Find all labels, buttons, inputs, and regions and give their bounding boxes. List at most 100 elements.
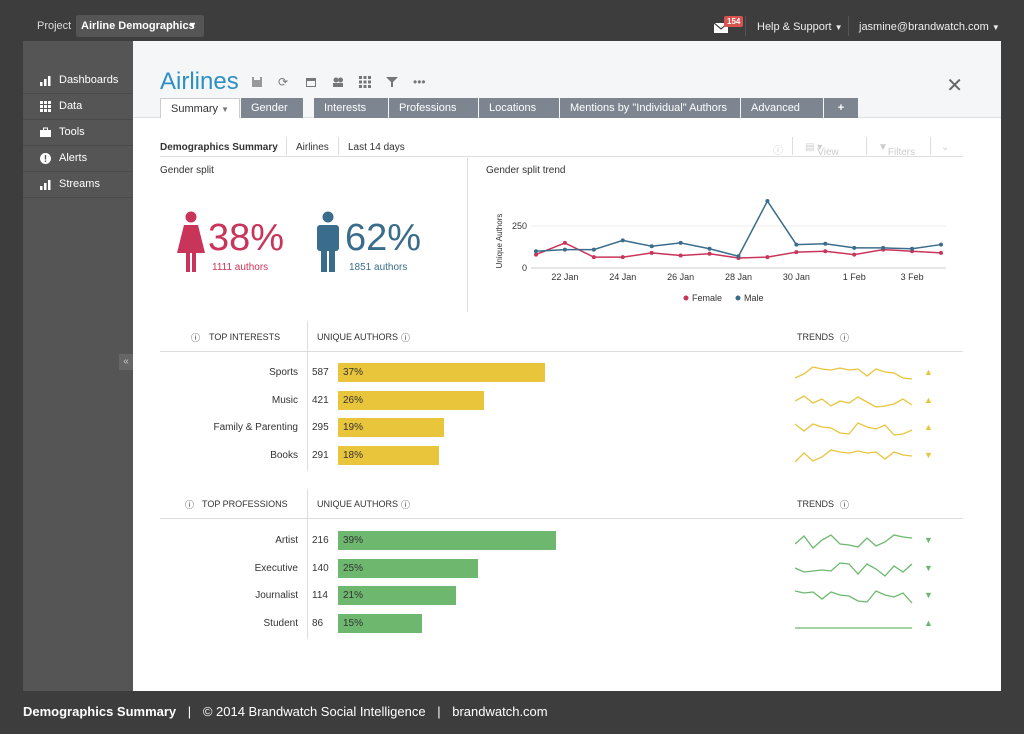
gender-trend-chart: 250 0 Unique Authors 22 Jan 24 Jan 26 Jan 28 J…: [495, 199, 946, 303]
row-bar[interactable]: 18%: [338, 445, 439, 465]
info-icon[interactable]: ⓘ: [185, 500, 195, 510]
data-point: [736, 254, 741, 259]
legend-label: Female: [692, 293, 722, 303]
row-count: 291: [312, 449, 329, 461]
save-icon[interactable]: [251, 76, 263, 88]
legend-marker: [683, 295, 689, 301]
component-title: Demographics Summary: [160, 142, 278, 153]
trend-sparkline: [795, 422, 913, 436]
row-label: Student: [263, 617, 298, 629]
data-point: [678, 240, 683, 245]
data-point: [823, 241, 828, 246]
bar-chart-icon: [40, 76, 51, 86]
info-icon[interactable]: ⓘ: [401, 500, 411, 510]
divider: [286, 137, 287, 155]
female-authors: 1111 authors: [212, 262, 269, 273]
collapse-sidebar-button[interactable]: «: [119, 354, 133, 370]
calendar-icon[interactable]: [305, 76, 317, 88]
help-menu[interactable]: Help & Support ▼: [757, 21, 843, 33]
x-tick-label: 30 Jan: [783, 272, 810, 282]
gender-split-title: Gender split: [160, 165, 214, 176]
tab-summary[interactable]: Summary ▼: [160, 98, 240, 118]
info-icon[interactable]: ⓘ: [840, 500, 850, 510]
refresh-icon[interactable]: ⟳: [277, 75, 289, 89]
male-icon: [317, 211, 339, 272]
row-bar[interactable]: 15%: [338, 613, 422, 633]
filters-menu[interactable]: ▼ Filters: [878, 142, 916, 158]
chevron-down-icon[interactable]: ⌄: [941, 142, 950, 153]
row-count: 587: [312, 367, 329, 378]
tab-locations[interactable]: Locations: [479, 98, 559, 118]
more-icon[interactable]: •••: [413, 75, 426, 89]
row-bar[interactable]: 19%: [338, 418, 444, 437]
project-selector[interactable]: Airline Demographics ▼: [76, 15, 204, 37]
divider: [792, 137, 793, 155]
data-point: [534, 252, 538, 257]
user-menu[interactable]: jasmine@brandwatch.com ▼: [859, 21, 1000, 33]
y-tick-label: 0: [522, 263, 527, 273]
streams-icon: [40, 180, 51, 190]
female-icon: [177, 211, 205, 272]
arrow-down-icon: ▼: [924, 449, 933, 460]
info-icon[interactable]: ⓘ: [773, 146, 783, 157]
chevron-down-icon: ▼: [991, 23, 1000, 32]
trend-sparkline: [795, 561, 913, 577]
chart-title: Gender split trend: [486, 165, 566, 176]
trend-sparkline: [795, 366, 913, 380]
row-percentage: 18%: [343, 449, 364, 461]
sidebar-item-dashboards[interactable]: Dashboards: [23, 68, 133, 94]
filter-icon[interactable]: [386, 76, 398, 88]
query-name[interactable]: Airlines: [296, 142, 329, 153]
trend-sparkline: [795, 534, 913, 549]
component-header: Demographics Summary Airlines Last 14 da…: [160, 137, 963, 158]
x-tick-label: 22 Jan: [551, 272, 578, 282]
data-point: [620, 255, 625, 260]
grid-icon[interactable]: [359, 76, 371, 88]
sidebar-item-streams[interactable]: Streams: [23, 172, 133, 198]
row-bar[interactable]: 37%: [338, 363, 545, 382]
tab-mentions-individual[interactable]: Mentions by "Individual" Authors: [560, 98, 740, 118]
divider: [745, 16, 746, 36]
data-point: [765, 255, 770, 260]
row-label: Books: [270, 449, 298, 461]
y-axis-label: Unique Authors: [495, 214, 504, 269]
y-tick-label: 250: [512, 221, 527, 231]
data-point: [707, 246, 712, 251]
close-icon[interactable]: ✕: [946, 75, 963, 97]
divider: [848, 16, 849, 36]
row-bar[interactable]: 39%: [338, 531, 556, 550]
tab-professions[interactable]: Professions: [389, 98, 478, 118]
row-bar[interactable]: 21%: [338, 586, 456, 605]
add-tab-button[interactable]: +: [824, 98, 858, 118]
info-icon[interactable]: ⓘ: [401, 333, 411, 343]
tab-interests[interactable]: Interests: [314, 98, 388, 118]
top-interests-header: TOP INTERESTS: [209, 332, 281, 342]
row-count: 114: [312, 590, 328, 601]
row-bar[interactable]: 25%: [338, 558, 478, 578]
row-label: Artist: [275, 535, 298, 546]
row-label: Executive: [254, 562, 298, 574]
sidebar-item-alerts[interactable]: Alerts: [23, 146, 133, 172]
trend-sparkline: [795, 590, 913, 604]
sidebar-item-tools[interactable]: Tools: [23, 120, 133, 146]
sidebar-item-data[interactable]: Data: [23, 94, 133, 120]
data-point: [562, 240, 567, 245]
trend-sparkline: [795, 626, 912, 629]
users-icon[interactable]: [332, 76, 344, 88]
info-icon[interactable]: ⓘ: [840, 333, 850, 343]
unique-authors-header: UNIQUE AUTHORS: [317, 499, 399, 509]
x-tick-label: 24 Jan: [609, 272, 636, 282]
series-line-male: [535, 199, 942, 258]
row-percentage: 39%: [343, 535, 364, 546]
footer-copyright: © 2014 Brandwatch Social Intelligence: [202, 704, 426, 719]
info-icon[interactable]: ⓘ: [191, 333, 201, 343]
row-percentage: 15%: [343, 617, 364, 629]
male-percentage: 62%: [345, 217, 422, 259]
data-point: [794, 242, 799, 247]
tab-gender[interactable]: Gender: [241, 98, 303, 118]
view-menu[interactable]: ▤ View ▾: [805, 142, 839, 158]
date-range[interactable]: Last 14 days: [348, 142, 405, 153]
arrow-up-icon: ▲: [924, 367, 933, 377]
row-bar[interactable]: 26%: [338, 390, 484, 410]
tab-advanced[interactable]: Advanced: [741, 98, 823, 118]
